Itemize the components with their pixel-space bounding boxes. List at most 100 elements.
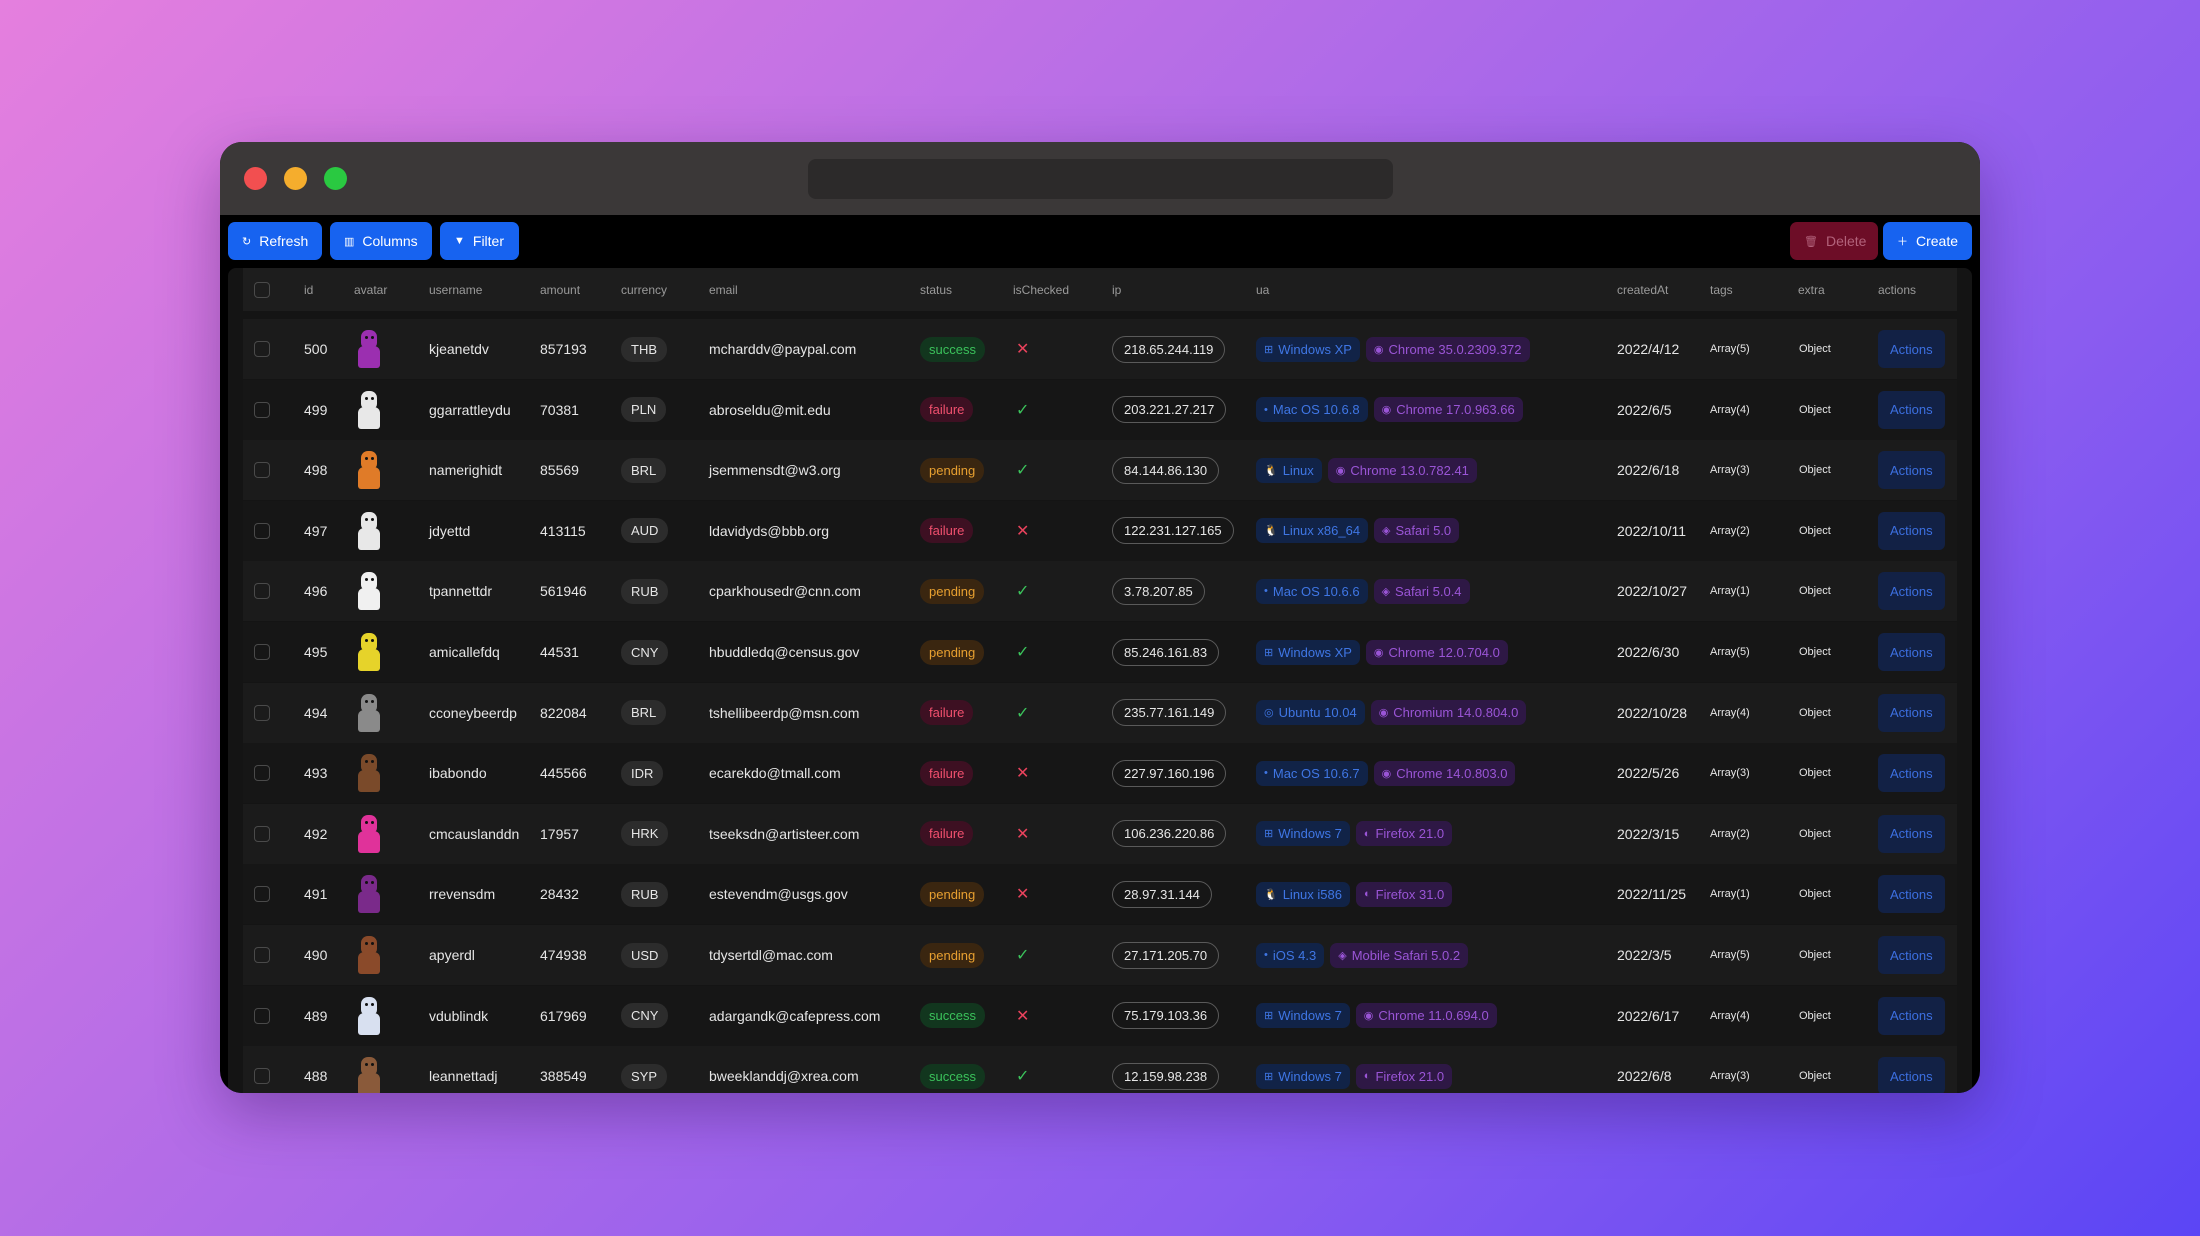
actions-button[interactable]: Actions [1878, 1057, 1945, 1093]
tags-cell[interactable]: Array(2) [1710, 827, 1750, 840]
row-checkbox[interactable] [254, 462, 270, 479]
extra-cell[interactable]: Object [1799, 706, 1831, 719]
row-checkbox[interactable] [254, 765, 270, 782]
currency-cell: CNY [621, 986, 669, 1046]
column-header-amount[interactable]: amount [540, 282, 581, 297]
os-label: Linux i586 [1282, 886, 1342, 902]
avatar-head [361, 511, 377, 530]
table-row[interactable]: 494 cconeybeerdp 822084 BRL tshellibeerd… [243, 682, 1957, 743]
tags-cell[interactable]: Array(3) [1710, 464, 1750, 477]
actions-button[interactable]: Actions [1878, 996, 1945, 1035]
tags-cell[interactable]: Array(3) [1710, 767, 1750, 780]
extra-cell[interactable]: Object [1799, 646, 1831, 658]
tags-cell[interactable]: Array(3) [1710, 1070, 1750, 1083]
row-checkbox[interactable] [254, 886, 270, 903]
table-row[interactable]: 495 amicallefdq 44531 CNY hbuddledq@cens… [243, 622, 1957, 682]
table-row[interactable]: 496 tpannettdr 561946 RUB cparkhousedr@c… [243, 561, 1957, 622]
actions-button[interactable]: Actions [1878, 633, 1945, 671]
extra-cell[interactable]: Object [1799, 888, 1831, 901]
minimize-window-button[interactable] [284, 167, 307, 190]
row-checkbox[interactable] [254, 341, 270, 357]
column-header-status[interactable]: status [920, 282, 953, 297]
table-row[interactable]: 499 ggarrattleydu 70381 PLN abroseldu@mi… [243, 379, 1957, 440]
table-row[interactable]: 489 vdublindk 617969 CNY adargandk@cafep… [243, 985, 1957, 1046]
tags-cell[interactable]: Array(5) [1710, 646, 1750, 658]
extra-cell[interactable]: Object [1799, 767, 1831, 780]
actions-button[interactable]: Actions [1878, 511, 1945, 550]
row-checkbox[interactable] [254, 825, 270, 842]
table-row[interactable]: 500 kjeanetdv 857193 THB mcharddv@paypal… [243, 319, 1957, 379]
actions-button[interactable]: Actions [1878, 875, 1945, 914]
tags-cell[interactable]: Array(5) [1710, 343, 1750, 355]
table-row[interactable]: 492 cmcauslanddn 17957 HRK tseeksdn@arti… [243, 803, 1957, 864]
tags-cell[interactable]: Array(4) [1710, 706, 1750, 719]
tags-cell[interactable]: Array(5) [1710, 949, 1750, 961]
check-icon: ✓ [1016, 644, 1030, 661]
table-row[interactable]: 490 apyerdl 474938 USD tdysertdl@mac.com… [243, 925, 1957, 985]
extra-cell[interactable]: Object [1799, 343, 1831, 355]
row-checkbox[interactable] [254, 1007, 270, 1024]
actions-button[interactable]: Actions [1878, 936, 1945, 974]
row-checkbox[interactable] [254, 644, 270, 660]
create-button[interactable]: ＋ Create [1883, 222, 1972, 260]
actions-button[interactable]: Actions [1878, 572, 1945, 611]
tags-cell[interactable]: Array(4) [1710, 403, 1750, 416]
columns-button[interactable]: ▥ Columns [330, 222, 432, 260]
table-row[interactable]: 488 leannettadj 388549 SYP bweeklanddj@x… [243, 1046, 1957, 1093]
column-header-extra[interactable]: extra [1798, 282, 1825, 297]
column-header-currency[interactable]: currency [621, 282, 668, 297]
column-header-ua[interactable]: ua [1256, 282, 1270, 297]
username-cell: cconeybeerdp [429, 704, 517, 721]
table-row[interactable]: 497 jdyettd 413115 AUD ldavidyds@bbb.org… [243, 500, 1957, 561]
extra-cell[interactable]: Object [1799, 827, 1831, 840]
currency-cell: CNY [621, 622, 669, 682]
column-header-email[interactable]: email [709, 282, 738, 297]
extra-cell[interactable]: Object [1799, 585, 1831, 598]
avatar-cell [354, 743, 384, 803]
column-header-ip[interactable]: ip [1112, 282, 1122, 297]
filter-button[interactable]: ▼ Filter [440, 222, 519, 260]
tags-cell[interactable]: Array(1) [1710, 585, 1750, 598]
actions-button[interactable]: Actions [1878, 754, 1945, 793]
actions-button[interactable]: Actions [1878, 451, 1945, 490]
delete-button[interactable]: 🗑 Delete [1790, 222, 1878, 260]
column-header-username[interactable]: username [429, 282, 483, 297]
select-all-checkbox[interactable] [254, 281, 270, 298]
row-checkbox[interactable] [254, 401, 270, 418]
column-header-createdat[interactable]: createdAt [1617, 282, 1669, 297]
table-row[interactable]: 491 rrevensdm 28432 RUB estevendm@usgs.g… [243, 864, 1957, 925]
row-checkbox[interactable] [254, 583, 270, 600]
extra-cell[interactable]: Object [1799, 464, 1831, 477]
column-header-id[interactable]: id [304, 282, 314, 297]
refresh-button[interactable]: ↻ Refresh [228, 222, 322, 260]
apple-icon: • [1264, 767, 1268, 780]
address-bar[interactable] [808, 159, 1393, 199]
actions-button[interactable]: Actions [1878, 814, 1945, 853]
close-window-button[interactable] [244, 167, 267, 190]
created-at-cell: 2022/6/8 [1617, 1068, 1672, 1085]
extra-cell[interactable]: Object [1799, 949, 1831, 961]
extra-cell[interactable]: Object [1799, 524, 1831, 537]
extra-cell[interactable]: Object [1799, 1009, 1831, 1022]
column-header-ischecked[interactable]: isChecked [1013, 282, 1070, 297]
row-checkbox[interactable] [254, 1068, 270, 1085]
maximize-window-button[interactable] [324, 167, 347, 190]
avatar [354, 932, 384, 978]
actions-button[interactable]: Actions [1878, 693, 1945, 732]
column-header-actions[interactable]: actions [1878, 282, 1917, 297]
tags-cell[interactable]: Array(1) [1710, 888, 1750, 901]
email-cell: ecarekdo@tmall.com [709, 765, 841, 782]
actions-button[interactable]: Actions [1878, 330, 1945, 368]
extra-cell[interactable]: Object [1799, 1070, 1831, 1083]
table-row[interactable]: 498 namerighidt 85569 BRL jsemmensdt@w3.… [243, 440, 1957, 501]
column-header-avatar[interactable]: avatar [354, 282, 388, 297]
tags-cell[interactable]: Array(4) [1710, 1009, 1750, 1022]
actions-button[interactable]: Actions [1878, 390, 1945, 429]
row-checkbox[interactable] [254, 522, 270, 539]
column-header-tags[interactable]: tags [1710, 282, 1733, 297]
tags-cell[interactable]: Array(2) [1710, 524, 1750, 537]
table-row[interactable]: 493 ibabondo 445566 IDR ecarekdo@tmall.c… [243, 743, 1957, 804]
row-checkbox[interactable] [254, 704, 270, 721]
extra-cell[interactable]: Object [1799, 403, 1831, 416]
row-checkbox[interactable] [254, 947, 270, 963]
